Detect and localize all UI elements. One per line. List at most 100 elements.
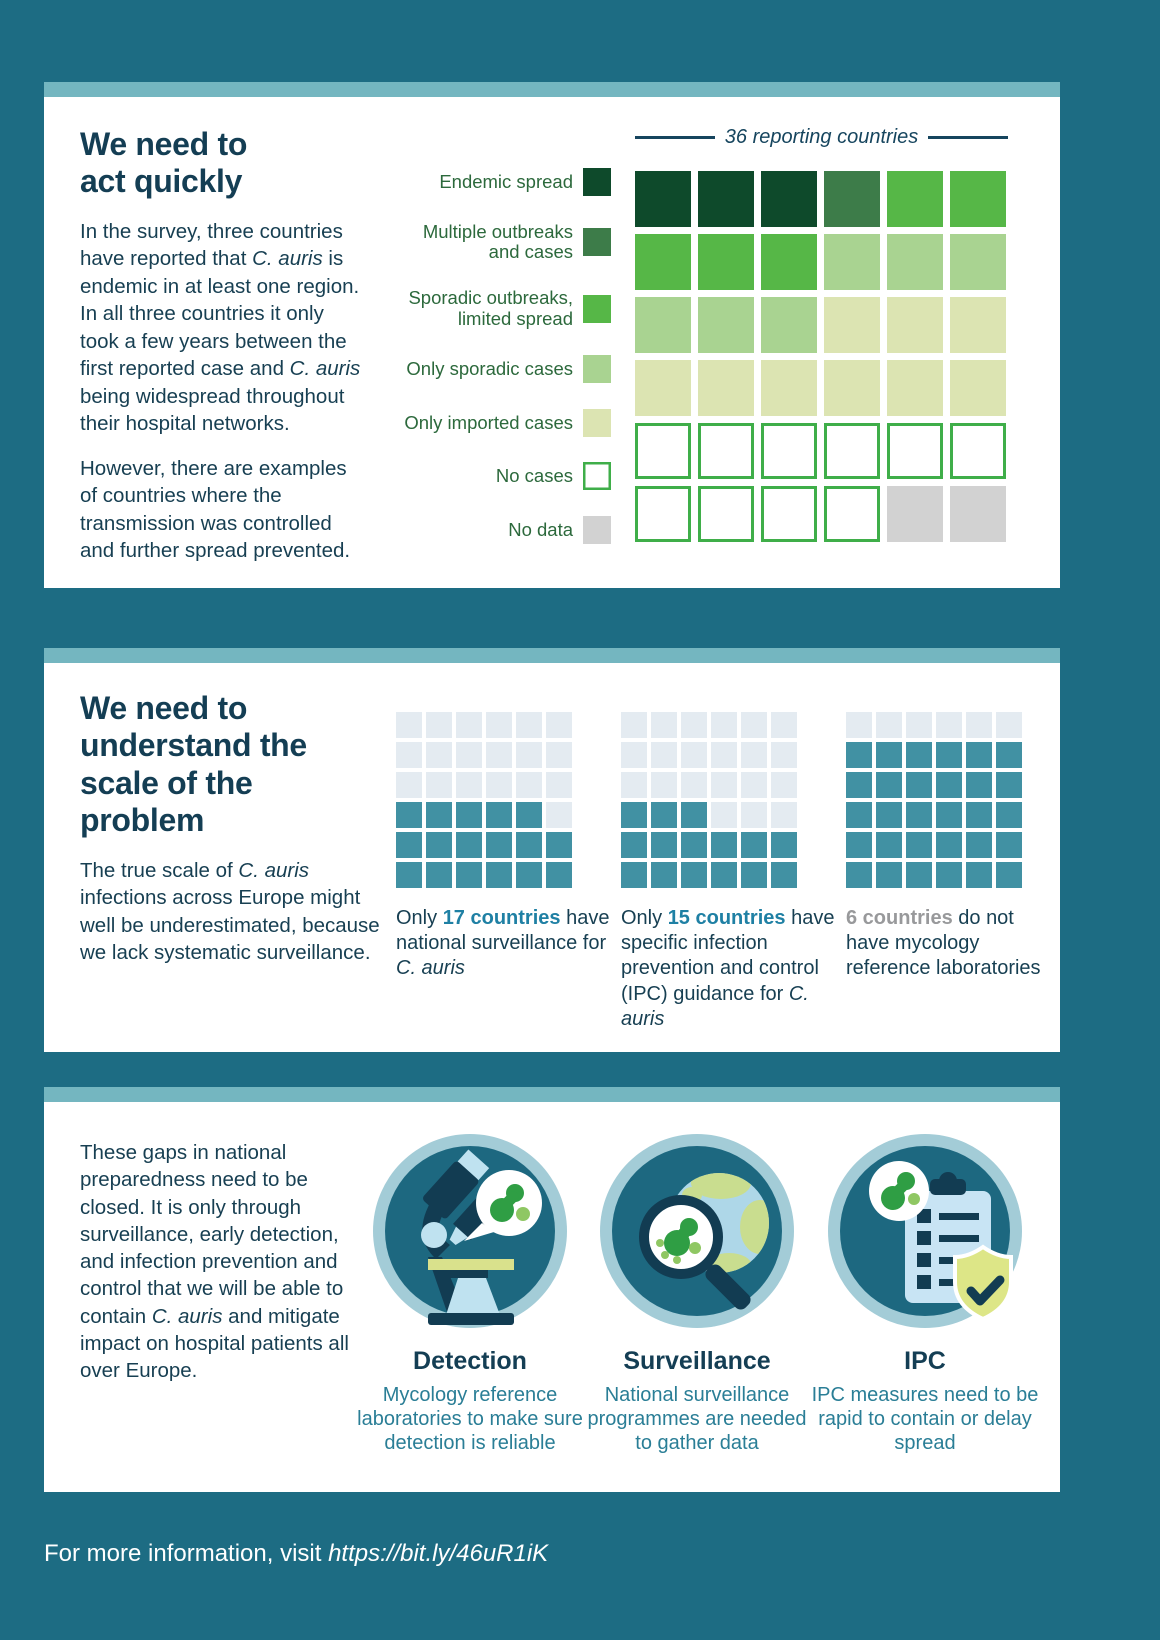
panel-top-strip xyxy=(44,82,1060,97)
waffle-cell xyxy=(966,832,992,858)
waffle-cell xyxy=(698,234,754,290)
waffle-cell xyxy=(950,423,1006,479)
waffle-cell xyxy=(996,742,1022,768)
waffle-cell xyxy=(741,832,767,858)
ipc-group: IPC IPC measures need to be rapid to con… xyxy=(809,1131,1041,1455)
legend-swatch xyxy=(583,295,611,324)
waffle-cell xyxy=(846,832,872,858)
waffle-cell xyxy=(621,772,647,798)
waffle-cell xyxy=(761,423,817,479)
waffle-cell xyxy=(396,862,422,888)
waffle-cell xyxy=(621,742,647,768)
detection-icon xyxy=(354,1131,586,1331)
panel1-text-column: We need to act quickly In the survey, th… xyxy=(80,126,366,582)
panel-top-strip xyxy=(44,1087,1060,1102)
waffle-cell xyxy=(906,742,932,768)
waffle-cell xyxy=(887,234,943,290)
legend-swatch xyxy=(583,355,611,384)
panel1-paragraph-1: In the survey, three countries have repo… xyxy=(80,219,361,436)
waffle-cell xyxy=(681,832,707,858)
surveillance-caption: Only 17 countries have national surveill… xyxy=(396,907,610,980)
waffle-cell xyxy=(681,802,707,828)
waffle-cell xyxy=(846,742,872,768)
header-rule-left xyxy=(635,136,715,139)
waffle-cell xyxy=(966,862,992,888)
waffle-cell xyxy=(711,742,737,768)
waffle-cell xyxy=(635,297,691,353)
panel2-title: We need to understand the scale of the p… xyxy=(80,690,307,839)
waffle-cell xyxy=(741,712,767,738)
waffle-cell xyxy=(456,712,482,738)
spread-status-legend: Endemic spread Multiple outbreaks and cas… xyxy=(329,168,611,544)
legend-label: Only imported cases xyxy=(404,411,573,433)
ipc-guidance-caption: Only 15 countries have specific infectio… xyxy=(621,907,835,1030)
waffle-cell xyxy=(950,171,1006,227)
waffle-cell xyxy=(761,234,817,290)
legend-item: Sporadic outbreaks, limited spread xyxy=(329,287,611,330)
waffle-cell xyxy=(698,486,754,542)
waffle-cell xyxy=(711,862,737,888)
waffle-cell xyxy=(876,802,902,828)
waffle-cell xyxy=(741,802,767,828)
waffle-cell xyxy=(824,297,880,353)
panel2-text-column: We need to understand the scale of the p… xyxy=(80,690,382,984)
surveillance-group: Surveillance National surveillance progr… xyxy=(581,1131,813,1455)
waffle-cell xyxy=(771,712,797,738)
waffle-cell xyxy=(456,772,482,798)
surveillance-icon xyxy=(581,1131,813,1331)
waffle-chart-header: 36 reporting countries xyxy=(635,126,1009,149)
waffle-cell xyxy=(486,802,512,828)
waffle-cell xyxy=(651,862,677,888)
waffle-cell xyxy=(936,862,962,888)
waffle-cell xyxy=(824,171,880,227)
mycology-labs-waffle-chart xyxy=(846,712,1060,888)
panel1-paragraph-2: However, there are examples of countries… xyxy=(80,456,351,563)
waffle-cell xyxy=(546,742,572,768)
waffle-cell xyxy=(546,862,572,888)
waffle-cell xyxy=(876,862,902,888)
waffle-cell xyxy=(824,360,880,416)
spread-status-waffle-chart xyxy=(635,171,1006,542)
waffle-cell xyxy=(824,486,880,542)
waffle-cell xyxy=(516,742,542,768)
ipc-description: IPC measures need to be rapid to contain… xyxy=(811,1384,1039,1454)
waffle-cell xyxy=(396,742,422,768)
waffle-cell xyxy=(396,772,422,798)
waffle-cell xyxy=(741,742,767,768)
surveillance-waffle-figure: Only 17 countries have national surveill… xyxy=(396,712,610,982)
waffle-cell xyxy=(426,862,452,888)
waffle-cell xyxy=(486,862,512,888)
ipc-guidance-waffle-chart xyxy=(621,712,835,888)
waffle-cell xyxy=(635,171,691,227)
waffle-cell xyxy=(396,712,422,738)
waffle-cell xyxy=(635,423,691,479)
waffle-cell xyxy=(698,423,754,479)
waffle-cell xyxy=(651,742,677,768)
waffle-cell xyxy=(486,832,512,858)
waffle-cell xyxy=(546,832,572,858)
legend-label: Multiple outbreaks and cases xyxy=(422,220,573,263)
waffle-cell xyxy=(936,772,962,798)
waffle-cell xyxy=(456,832,482,858)
surveillance-title: Surveillance xyxy=(623,1347,771,1375)
waffle-cell xyxy=(426,712,452,738)
legend-swatch xyxy=(583,408,611,437)
waffle-cell xyxy=(771,772,797,798)
legend-swatch xyxy=(583,515,611,544)
waffle-cell xyxy=(771,802,797,828)
legend-label: Sporadic outbreaks, limited spread xyxy=(408,287,573,330)
waffle-cell xyxy=(887,171,943,227)
legend-item: Multiple outbreaks and cases xyxy=(329,220,611,263)
waffle-cell xyxy=(681,712,707,738)
waffle-cell xyxy=(936,802,962,828)
waffle-cell xyxy=(950,360,1006,416)
legend-swatch xyxy=(583,228,611,257)
waffle-cell xyxy=(681,772,707,798)
waffle-cell xyxy=(741,862,767,888)
waffle-cell xyxy=(651,772,677,798)
waffle-cell xyxy=(846,862,872,888)
waffle-cell xyxy=(824,423,880,479)
footer-more-info[interactable]: For more information, visit https://bit.… xyxy=(44,1540,549,1567)
legend-label: No data xyxy=(508,518,573,540)
